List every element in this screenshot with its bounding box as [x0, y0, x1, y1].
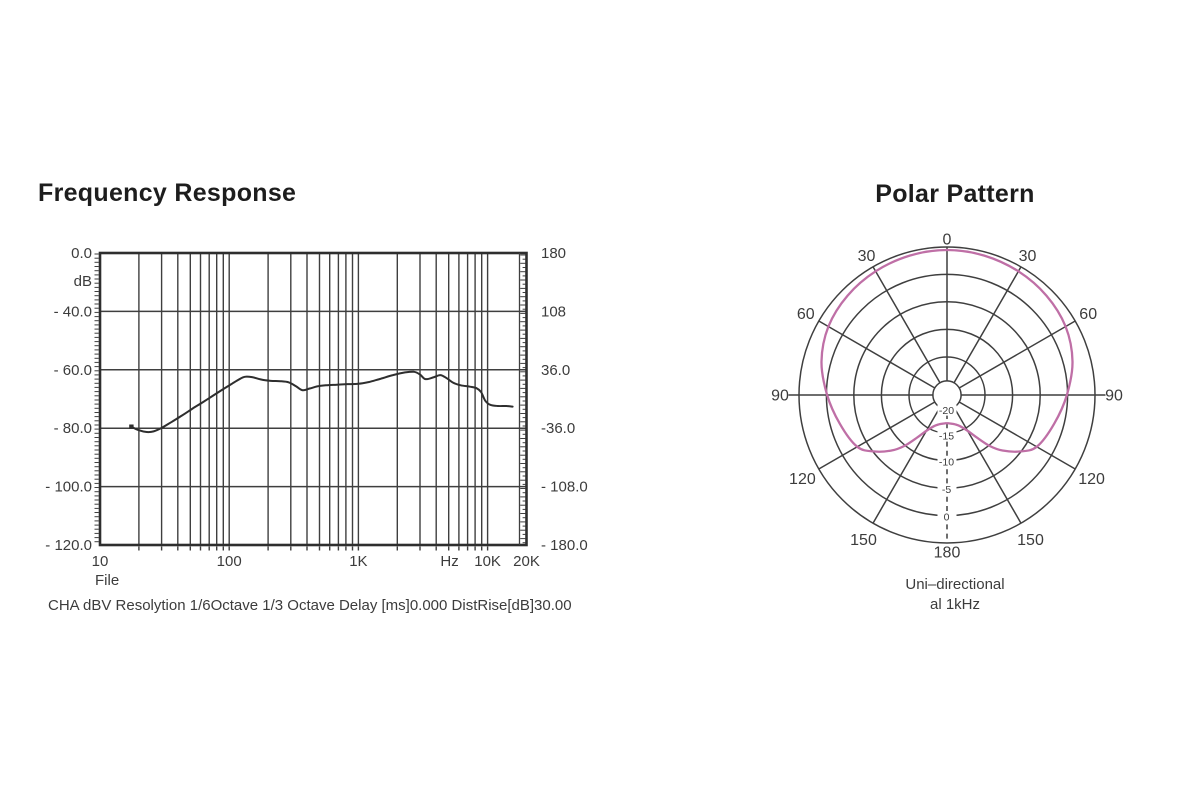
svg-text:180: 180: [934, 545, 961, 562]
svg-text:180: 180: [541, 245, 566, 262]
pp-angle-labels: 0 30 30 60 60 90 90 120 120 150 150 180: [771, 232, 1123, 562]
svg-text:120: 120: [1078, 471, 1105, 488]
svg-text:30: 30: [858, 248, 876, 265]
svg-text:1K: 1K: [349, 553, 367, 570]
polar-pattern-chart: -20 -15 -10 -5 0 0 30 30 60 60 90 90 120 120 150 150 180: [771, 232, 1123, 562]
svg-text:10K: 10K: [474, 553, 501, 570]
fr-y-axis-right-labels: 180 108 36.0 -36.0 - 108.0 - 180.0: [541, 245, 588, 554]
fr-y-axis-left-labels: 0.0 - 40.0 - 60.0 - 80.0 - 100.0 - 120.0 dB: [45, 245, 92, 554]
svg-text:-5: -5: [942, 484, 951, 496]
fr-bottom-ticks: [138, 546, 489, 551]
svg-text:120: 120: [789, 471, 816, 488]
fr-curve-start-marker: [129, 424, 134, 429]
svg-text:- 100.0: - 100.0: [45, 479, 92, 496]
svg-text:- 180.0: - 180.0: [541, 537, 588, 554]
fr-file-label: File: [95, 572, 119, 589]
pp-spokes: [788, 247, 1106, 524]
svg-text:108: 108: [541, 303, 566, 320]
svg-text:- 80.0: - 80.0: [54, 420, 92, 437]
fr-y-unit-label: dB: [74, 273, 92, 290]
frequency-response-chart: 0.0 - 40.0 - 60.0 - 80.0 - 100.0 - 120.0 dB 180…: [45, 245, 588, 589]
fr-response-curve: [129, 370, 514, 434]
polar-pattern-title: Polar Pattern: [875, 180, 1035, 208]
fr-right-tick-ruler: [518, 253, 526, 545]
fr-grid: [100, 253, 527, 545]
svg-text:Hz: Hz: [440, 553, 458, 570]
svg-text:150: 150: [850, 532, 877, 549]
svg-text:-15: -15: [939, 431, 954, 443]
svg-text:-20: -20: [939, 405, 954, 417]
pp-radial-db-labels: -20 -15 -10 -5 0: [937, 404, 957, 523]
svg-text:-36.0: -36.0: [541, 420, 575, 437]
svg-text:90: 90: [1105, 388, 1123, 405]
polar-caption: Uni–directional al 1kHz: [760, 575, 1150, 615]
svg-text:- 120.0: - 120.0: [45, 537, 92, 554]
svg-text:10: 10: [92, 553, 109, 570]
svg-text:36.0: 36.0: [541, 362, 570, 379]
svg-text:- 108.0: - 108.0: [541, 479, 588, 496]
polar-caption-line1: Uni–directional: [905, 576, 1005, 593]
frequency-response-title: Frequency Response: [38, 179, 297, 207]
pp-pattern-curve: [820, 248, 1074, 453]
fr-x-axis-labels: 10 100 1K Hz 10K 20K File: [92, 553, 540, 589]
polar-caption-line2: al 1kHz: [929, 596, 981, 613]
svg-text:60: 60: [1079, 306, 1097, 323]
svg-text:0: 0: [943, 232, 952, 249]
svg-text:100: 100: [217, 553, 242, 570]
fr-settings-readout: CHA dBV Resolytion 1/6Octave 1/3 Octave …: [48, 597, 572, 614]
fr-plot-border: [98, 251, 528, 547]
svg-text:20K: 20K: [513, 553, 540, 570]
svg-text:60: 60: [797, 306, 815, 323]
svg-text:150: 150: [1017, 532, 1044, 549]
svg-text:- 60.0: - 60.0: [54, 362, 92, 379]
fr-left-tick-ruler: [94, 253, 99, 543]
svg-text:90: 90: [771, 388, 789, 405]
svg-text:- 40.0: - 40.0: [54, 303, 92, 320]
svg-text:30: 30: [1019, 248, 1037, 265]
svg-text:-10: -10: [939, 456, 954, 468]
svg-text:0: 0: [944, 511, 950, 523]
svg-text:0.0: 0.0: [71, 245, 92, 262]
